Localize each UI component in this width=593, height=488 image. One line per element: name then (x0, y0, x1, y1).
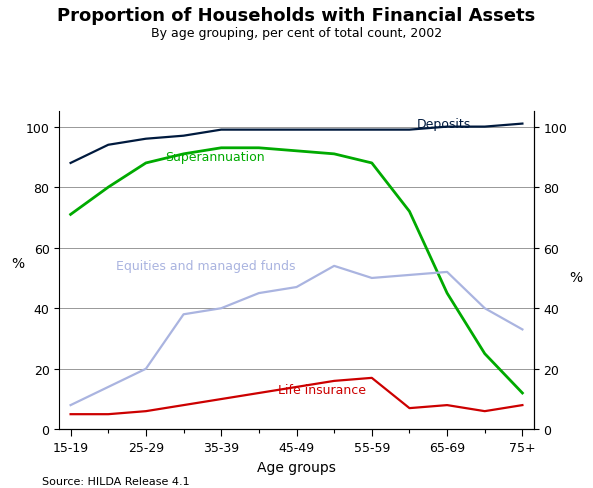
Y-axis label: %: % (11, 257, 24, 271)
Text: By age grouping, per cent of total count, 2002: By age grouping, per cent of total count… (151, 27, 442, 40)
Text: Proportion of Households with Financial Assets: Proportion of Households with Financial … (58, 7, 535, 25)
Text: Equities and managed funds: Equities and managed funds (116, 260, 295, 273)
Text: Superannuation: Superannuation (165, 151, 264, 164)
Text: Source: HILDA Release 4.1: Source: HILDA Release 4.1 (42, 476, 189, 486)
X-axis label: Age groups: Age groups (257, 460, 336, 474)
Y-axis label: %: % (569, 271, 582, 285)
Text: Deposits: Deposits (417, 118, 471, 131)
Text: Life insurance: Life insurance (278, 384, 366, 397)
